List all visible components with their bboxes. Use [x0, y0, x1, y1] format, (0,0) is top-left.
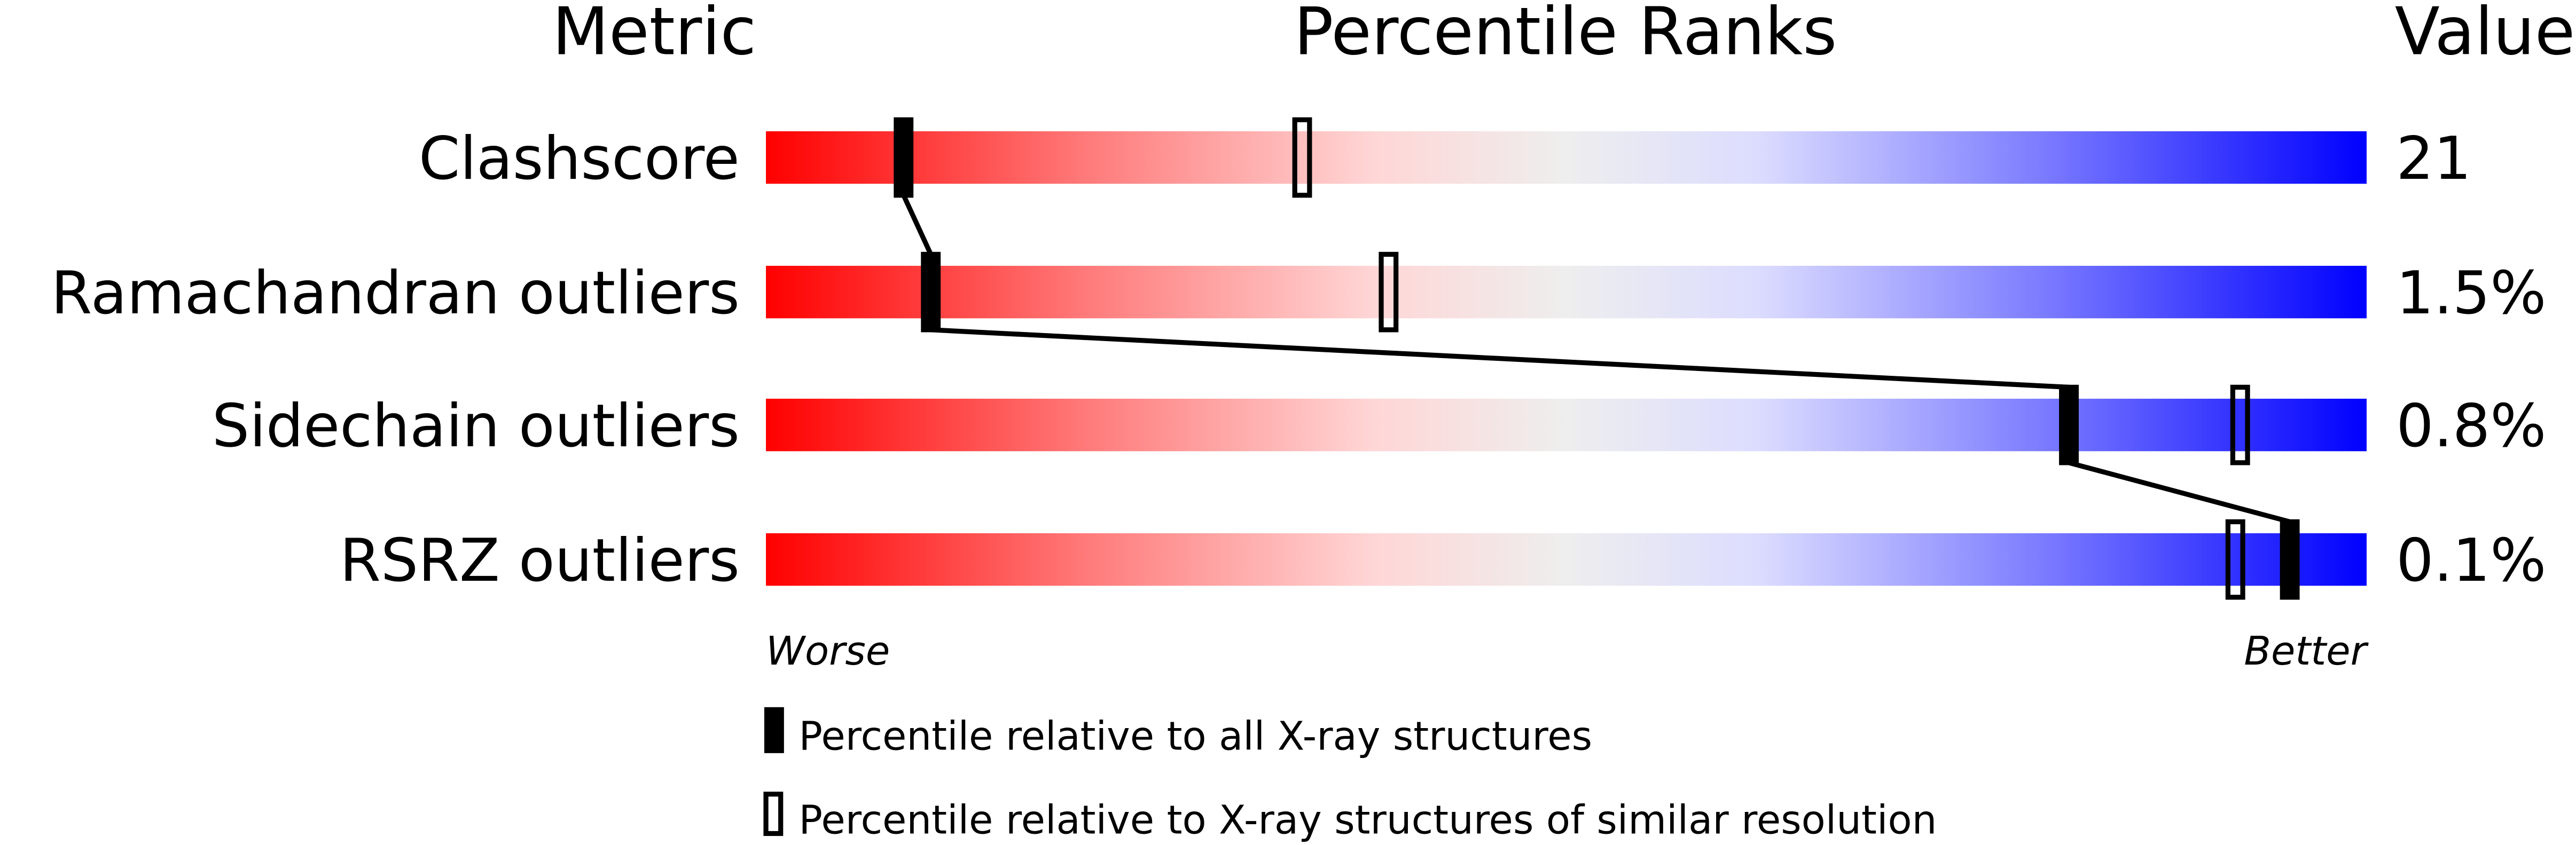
- axis-better-label: Better: [2244, 629, 2369, 674]
- marker-similar-resolution: [2225, 519, 2245, 600]
- metric-label: RSRZ outliers: [340, 526, 740, 595]
- percentile-bar: [766, 533, 2367, 586]
- percentile-bar: [766, 265, 2367, 319]
- legend-all-label: Percentile relative to all X-ray structu…: [799, 714, 1593, 760]
- axis-worse-label: Worse: [766, 629, 890, 674]
- marker-all-structures: [2059, 384, 2079, 465]
- percentile-bar: [766, 398, 2367, 452]
- metric-value: 0.8%: [2396, 392, 2546, 461]
- connector-line: [901, 194, 933, 256]
- connector-line: [930, 327, 2069, 390]
- marker-similar-resolution: [1292, 117, 1312, 198]
- legend-filled-marker-icon: [764, 707, 784, 753]
- header-percentile-ranks: Percentile Ranks: [1294, 0, 1837, 69]
- marker-all-structures: [921, 251, 941, 333]
- legend-similar-label: Percentile relative to X-ray structures …: [799, 797, 1937, 843]
- metric-label: Sidechain outliers: [212, 392, 740, 461]
- header-metric: Metric: [552, 0, 756, 69]
- connector-line: [2068, 460, 2291, 524]
- metric-value: 1.5%: [2396, 259, 2546, 328]
- marker-similar-resolution: [1379, 251, 1399, 333]
- legend-open-marker-icon: [763, 792, 784, 836]
- marker-similar-resolution: [2230, 384, 2250, 465]
- header-value: Value: [2395, 0, 2575, 69]
- marker-all-structures: [894, 117, 914, 198]
- metric-value: 21: [2396, 124, 2471, 193]
- metric-value: 0.1%: [2396, 526, 2546, 595]
- metric-label: Ramachandran outliers: [51, 259, 739, 328]
- marker-all-structures: [2280, 519, 2300, 600]
- percentile-bar: [766, 131, 2367, 184]
- metric-label: Clashscore: [419, 124, 740, 193]
